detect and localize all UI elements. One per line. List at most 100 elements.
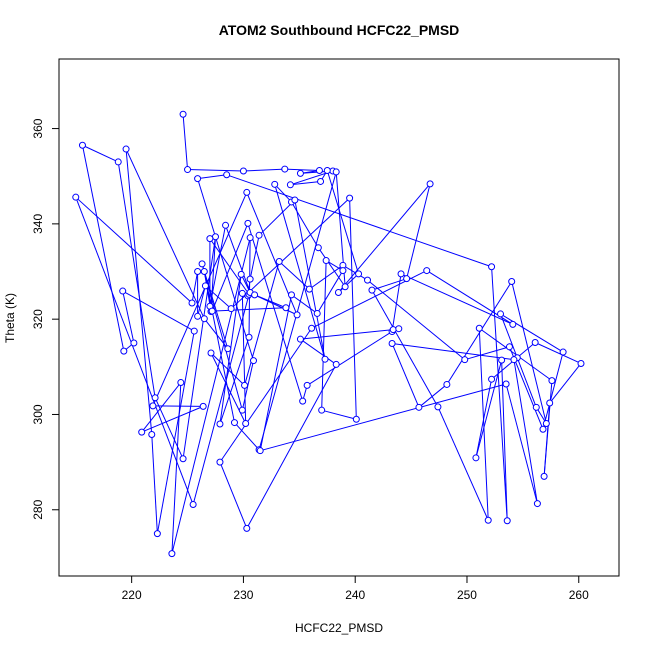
- series-segment: [371, 289, 439, 408]
- data-point: [339, 267, 347, 275]
- data-point: [282, 304, 290, 312]
- series-segment: [141, 405, 204, 433]
- series-segment: [338, 273, 359, 293]
- series-segment: [349, 198, 357, 420]
- series-segment: [192, 294, 250, 505]
- series-segment: [391, 273, 402, 332]
- data-point: [341, 283, 349, 291]
- x-tick-label: 240: [345, 588, 365, 602]
- series-segment: [82, 144, 119, 163]
- data-point: [151, 394, 159, 402]
- series-segment: [392, 342, 514, 361]
- y-axis: 280 300 320 340 360: [31, 118, 59, 520]
- series-segment: [241, 293, 247, 424]
- series-segment: [244, 261, 280, 386]
- data-point: [206, 235, 214, 243]
- data-point: [510, 356, 518, 364]
- series-segment: [321, 409, 357, 420]
- data-point: [488, 375, 496, 383]
- data-point: [532, 403, 540, 411]
- data-point: [255, 231, 263, 239]
- series-segment: [294, 199, 326, 360]
- data-point: [305, 285, 313, 293]
- data-point: [179, 455, 187, 463]
- series-segment: [75, 197, 194, 505]
- series-segment: [197, 285, 206, 317]
- data-point: [194, 175, 202, 183]
- data-point: [540, 472, 548, 480]
- data-point: [271, 180, 279, 188]
- data-point: [244, 219, 252, 227]
- data-point: [207, 349, 215, 357]
- series-segment: [464, 346, 510, 361]
- data-point: [275, 258, 283, 266]
- data-point: [388, 339, 396, 347]
- data-point: [313, 309, 321, 317]
- series-segment: [187, 169, 244, 172]
- data-point: [314, 244, 322, 252]
- series-segment: [182, 114, 189, 170]
- data-point: [293, 311, 301, 319]
- series-segment: [219, 337, 250, 425]
- series-segment: [171, 382, 182, 554]
- x-axis-label: HCFC22_PMSD: [295, 621, 383, 635]
- series-segment: [406, 183, 431, 279]
- data-point: [332, 360, 340, 368]
- data-point: [542, 420, 550, 428]
- data-point: [184, 166, 192, 174]
- data-point: [201, 282, 209, 290]
- series-segment: [197, 178, 254, 361]
- data-point: [208, 307, 216, 315]
- data-point: [119, 287, 127, 295]
- x-tick-label: 220: [122, 588, 142, 602]
- series-segment: [367, 279, 466, 361]
- data-point: [352, 415, 360, 423]
- data-point: [245, 333, 253, 341]
- chart-title: ATOM2 Southbound HCFC22_PMSD: [219, 22, 460, 38]
- series-segment: [291, 294, 318, 314]
- data-point: [434, 403, 442, 411]
- series-segment: [122, 290, 195, 332]
- data-point: [548, 377, 556, 385]
- data-point: [227, 305, 235, 313]
- y-axis-label: Theta (K): [3, 293, 17, 343]
- data-point: [190, 327, 198, 335]
- data-point: [153, 530, 161, 538]
- data-point: [168, 550, 176, 558]
- series-segment: [505, 383, 538, 504]
- data-point: [296, 169, 304, 177]
- series-segment: [81, 145, 125, 352]
- x-tick-label: 260: [569, 588, 589, 602]
- data-point: [200, 268, 208, 276]
- data-point: [539, 425, 547, 433]
- data-point: [577, 359, 585, 367]
- data-point: [189, 501, 197, 509]
- data-point: [241, 381, 249, 389]
- data-point: [251, 291, 259, 299]
- data-point: [318, 406, 326, 414]
- series-segment: [201, 263, 229, 349]
- series-segment: [321, 260, 327, 411]
- y-tick-label: 280: [31, 499, 45, 519]
- data-point: [395, 325, 403, 333]
- series-segment: [249, 235, 260, 280]
- series-segment: [306, 331, 393, 386]
- series-segment: [117, 161, 156, 398]
- y-tick-label: 360: [31, 118, 45, 138]
- data-point: [508, 278, 516, 286]
- data-point: [364, 276, 372, 284]
- data-point: [291, 196, 299, 204]
- series-segment: [191, 271, 199, 304]
- series-segment: [317, 247, 346, 288]
- series-segment: [534, 342, 582, 364]
- data-point: [315, 167, 323, 175]
- data-point: [503, 517, 511, 525]
- data-point: [223, 171, 231, 179]
- x-axis: 220 230 240 250 260: [122, 576, 589, 602]
- series-segment: [141, 382, 182, 433]
- data-point: [224, 345, 232, 353]
- series-segment: [122, 290, 135, 344]
- data-point: [216, 420, 224, 428]
- data-point: [346, 194, 354, 202]
